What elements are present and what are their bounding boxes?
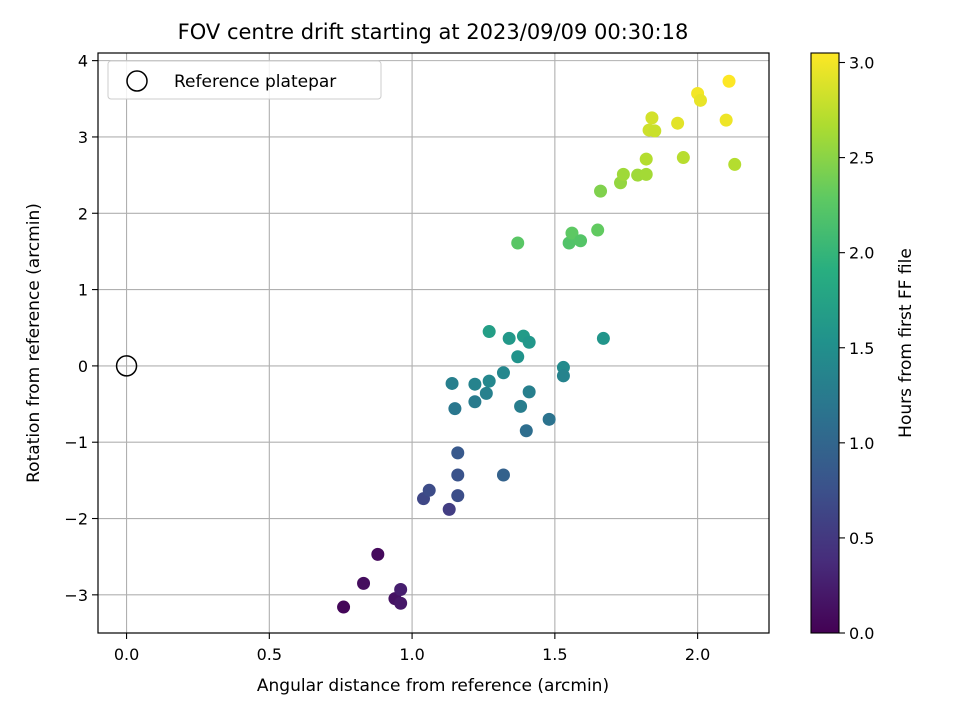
- x-axis-ticks: 0.0 0.5 1.0 1.5 2.0: [114, 633, 710, 664]
- data-point: [565, 226, 579, 240]
- x-tick-label: 0.5: [257, 645, 282, 664]
- data-point: [496, 468, 510, 482]
- data-point: [693, 93, 707, 107]
- colorbar-ticks: 0.0 0.5 1.0 1.5 2.0 2.5 3.0: [839, 54, 874, 643]
- grid: [98, 53, 769, 633]
- data-point: [337, 600, 351, 614]
- data-point: [676, 151, 690, 165]
- data-point: [542, 412, 556, 426]
- data-point: [448, 402, 462, 416]
- data-point: [514, 399, 528, 413]
- legend-marker-icon: [126, 70, 148, 92]
- data-point: [648, 124, 662, 138]
- data-point: [616, 167, 630, 181]
- data-point: [574, 234, 588, 248]
- colorbar-tick-label: 1.0: [849, 434, 874, 453]
- data-point: [591, 223, 605, 237]
- x-tick-label: 1.0: [399, 645, 424, 664]
- colorbar-frame: [810, 52, 840, 634]
- data-point: [556, 369, 570, 383]
- chart-title: FOV centre drift starting at 2023/09/09 …: [178, 20, 689, 44]
- colorbar: 0.0 0.5 1.0 1.5 2.0 2.5 3.0 Hours from first F…: [810, 52, 916, 643]
- colorbar-tick-label: 0.0: [849, 624, 874, 643]
- y-tick-label: 3: [78, 128, 88, 147]
- data-point: [468, 395, 482, 409]
- data-point: [442, 502, 456, 516]
- data-point: [479, 386, 493, 400]
- data-point: [719, 113, 733, 127]
- data-point: [562, 236, 576, 250]
- colorbar-tick-label: 1.5: [849, 339, 874, 358]
- y-tick-label: −1: [64, 433, 88, 452]
- data-point: [496, 366, 510, 380]
- data-point: [482, 325, 496, 339]
- data-point: [394, 583, 408, 596]
- y-tick-label: 0: [78, 357, 88, 376]
- data-point: [722, 74, 736, 88]
- colorbar-tick-label: 3.0: [849, 54, 874, 73]
- y-tick-label: −3: [64, 586, 88, 605]
- data-point: [511, 350, 525, 364]
- y-tick-label: 2: [78, 204, 88, 223]
- data-point: [422, 483, 436, 497]
- data-point: [502, 331, 516, 345]
- data-point: [596, 331, 610, 345]
- data-point: [451, 468, 465, 482]
- data-point: [451, 489, 465, 503]
- data-points: [337, 74, 742, 614]
- data-point: [522, 335, 536, 349]
- y-axis-ticks: −3 −2 −1 0 1 2 3 4: [64, 52, 98, 605]
- data-point: [482, 374, 496, 388]
- colorbar-gradient: [811, 53, 839, 633]
- data-point: [394, 596, 408, 610]
- data-point: [371, 547, 385, 561]
- y-axis-label: Rotation from reference (arcmin): [24, 203, 44, 483]
- x-tick-label: 2.0: [685, 645, 710, 664]
- data-point: [671, 116, 685, 130]
- legend-entry: Reference platepar: [174, 72, 336, 92]
- data-point: [639, 167, 653, 181]
- data-point: [519, 424, 533, 438]
- colorbar-tick-label: 0.5: [849, 529, 874, 548]
- colorbar-tick-label: 2.0: [849, 244, 874, 263]
- data-point: [357, 576, 371, 590]
- plot-frame: [97, 52, 770, 634]
- data-point: [645, 111, 659, 125]
- data-point: [511, 236, 525, 250]
- data-point: [728, 157, 742, 171]
- data-point: [445, 376, 459, 390]
- x-axis-label: Angular distance from reference (arcmin): [257, 676, 609, 696]
- y-tick-label: 4: [78, 52, 88, 71]
- colorbar-tick-label: 2.5: [849, 149, 874, 168]
- data-point: [468, 377, 482, 391]
- colorbar-label: Hours from first FF file: [896, 248, 916, 438]
- legend-box: [107, 60, 382, 100]
- x-tick-label: 0.0: [114, 645, 139, 664]
- data-point: [594, 184, 608, 198]
- data-point: [522, 385, 536, 399]
- reference-marker: [115, 355, 138, 377]
- legend: Reference platepar: [107, 60, 382, 100]
- data-point: [639, 152, 653, 166]
- data-point: [451, 446, 465, 460]
- y-tick-label: 1: [78, 281, 88, 300]
- x-tick-label: 1.5: [542, 645, 567, 664]
- y-tick-label: −2: [64, 510, 88, 529]
